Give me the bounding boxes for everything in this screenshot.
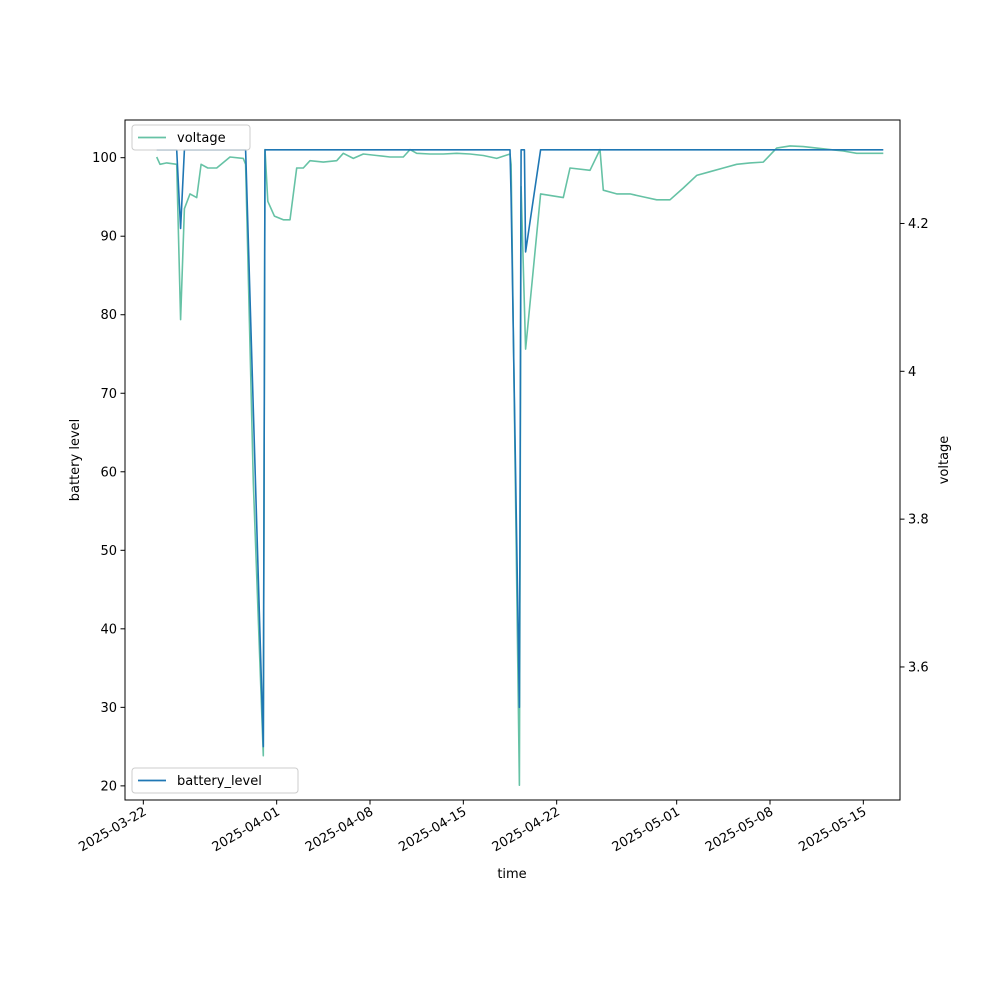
y-tick-label: 30: [100, 701, 117, 716]
y2-tick-label: 3.8: [908, 513, 929, 528]
y-tick-label: 50: [100, 544, 117, 559]
y2-tick-label: 4: [908, 365, 916, 380]
legend-box: [131, 124, 251, 151]
x-axis-label: time: [497, 867, 526, 882]
series-line-voltage: [155, 145, 884, 787]
y-axis-label: battery level: [68, 419, 83, 502]
legend-battery-level: battery_level: [131, 767, 299, 794]
y-tick-label: 20: [100, 779, 117, 794]
legend-label: battery_level: [177, 774, 262, 789]
y-tick-label: 70: [100, 387, 117, 402]
legend-label: voltage: [177, 131, 226, 146]
y-tick-label: 60: [100, 465, 117, 480]
y-tick-label: 90: [100, 230, 117, 245]
y-tick-label: 40: [100, 622, 117, 637]
legends: voltage battery_level: [131, 124, 299, 794]
y2-axis-label: voltage: [937, 436, 952, 485]
legend-voltage: voltage: [131, 124, 251, 151]
legend-box: [131, 767, 299, 794]
axes-frame: [124, 119, 901, 801]
series-line-battery-level: [156, 149, 884, 748]
y2-tick-label: 3.6: [908, 660, 929, 675]
y-tick-label: 80: [100, 308, 117, 323]
y2-tick-label: 4.2: [908, 217, 929, 232]
plot-area: [155, 145, 884, 787]
y-tick-label: 100: [92, 151, 117, 166]
